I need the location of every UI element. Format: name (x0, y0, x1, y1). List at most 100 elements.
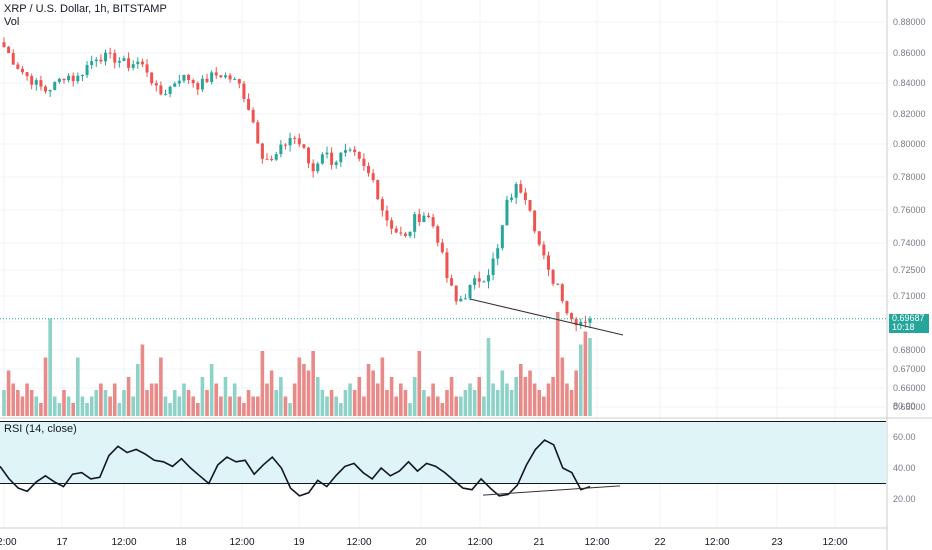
candle-body (390, 220, 394, 229)
candle-body (196, 83, 200, 90)
volume-bar (518, 364, 523, 416)
price-tick-label: 0.66000 (893, 383, 926, 393)
time-tick-label: 17 (56, 537, 68, 548)
candle-body (537, 231, 541, 245)
candle-body (293, 137, 297, 139)
time-tick-label: 12:00 (584, 537, 609, 548)
volume-bar (71, 403, 76, 416)
candle-body (11, 53, 15, 65)
candle-body (44, 86, 48, 92)
last-price-tag: 0.69687 10:18 (889, 314, 929, 333)
candle-body (431, 217, 435, 227)
volume-bar (57, 403, 62, 416)
volume-bar (11, 383, 16, 416)
candle-body (330, 152, 334, 165)
candle-body (122, 58, 126, 61)
volume-bar (343, 390, 348, 416)
candle-body (477, 278, 481, 282)
candle-body (450, 278, 454, 286)
candle-body (376, 180, 380, 200)
volume-bar (66, 396, 71, 416)
volume-bar (168, 403, 172, 416)
volume-bar (99, 383, 103, 416)
volume-bar (371, 370, 375, 416)
volume-bar (560, 357, 565, 416)
volume-bar (325, 396, 329, 416)
volume-bar (472, 390, 477, 416)
candle-body (94, 59, 98, 62)
time-tick-label: 23 (771, 537, 783, 548)
candle-body (117, 60, 121, 63)
candle-body (385, 210, 389, 221)
candle-body (505, 199, 509, 226)
volume-bar (80, 396, 85, 416)
candle-body (251, 109, 255, 123)
time-tick-label: 22 (654, 537, 666, 548)
candle-body (523, 192, 527, 201)
candle-body (16, 64, 20, 69)
candle-body (380, 199, 384, 211)
candle-body (20, 68, 24, 73)
volume-bar (223, 377, 228, 416)
candle-body (265, 158, 269, 160)
candle-body (348, 149, 352, 151)
volume-bar (25, 383, 29, 416)
candle-body (468, 284, 472, 299)
candle-body (85, 65, 89, 76)
volume-bar (219, 396, 223, 416)
volume-bar (269, 370, 274, 416)
candle-body (62, 78, 66, 81)
volume-bar (172, 390, 177, 416)
candle-body (177, 80, 181, 84)
price-trend-line[interactable] (469, 298, 624, 336)
last-price-value: 0.69687 (892, 313, 925, 323)
candle-body (145, 64, 149, 73)
rsi-trend-line[interactable] (482, 485, 621, 496)
candle-body (546, 255, 550, 270)
candle-body (2, 42, 6, 47)
volume-bar (191, 396, 195, 416)
candle-body (210, 72, 214, 83)
rsi-tick-label: 40.00 (893, 463, 916, 473)
time-tick-label: 12:00 (111, 537, 136, 548)
candle-body (233, 79, 237, 81)
candle-body (519, 184, 523, 193)
volume-bar (126, 377, 131, 416)
candle-body (159, 85, 163, 95)
candle-body (25, 72, 29, 77)
volume-bar (260, 351, 265, 416)
volume-bar (514, 377, 518, 416)
volume-bar (103, 390, 108, 416)
candle-body (302, 144, 306, 148)
price-tick-label: 0.71000 (893, 291, 926, 301)
price-tick-label: 0.67000 (893, 364, 926, 374)
volume-bar (292, 383, 297, 416)
volume-bar (2, 390, 6, 416)
candle-body (67, 75, 71, 81)
candle-body (556, 283, 560, 285)
volume-bar (551, 377, 555, 416)
candle-body (242, 83, 246, 99)
volume-bar (574, 370, 578, 416)
volume-bar (237, 396, 242, 416)
time-tick-label: 12:00 (822, 537, 847, 548)
volume-bar (163, 396, 168, 416)
candle-body (427, 215, 431, 218)
volume-bar (491, 383, 495, 416)
volume-bar (532, 383, 537, 416)
candle-body (362, 158, 366, 166)
candle-body (473, 278, 477, 285)
volume-bar (20, 396, 25, 416)
volume-bar (315, 377, 320, 416)
volume-bar (200, 377, 205, 416)
volume-bar (205, 390, 209, 416)
candle-body (140, 61, 144, 65)
candle-body (90, 61, 94, 66)
candle-body (127, 58, 131, 68)
price-axis: 0.88000 0.86000 0.84000 0.82000 0.80000 0.780… (893, 17, 926, 412)
volume-bar (403, 390, 408, 416)
volume-bar (537, 390, 542, 416)
candle-body (445, 252, 449, 279)
candle-body (339, 152, 343, 163)
volume-bar (214, 383, 219, 416)
